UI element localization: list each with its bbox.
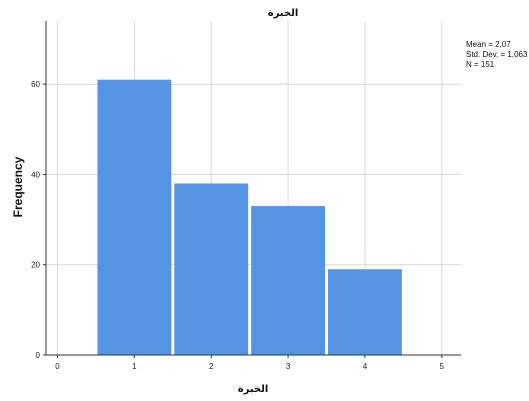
tick-labels: 0 20 40 60 0 1 2 3 4 5 (31, 80, 444, 371)
stats-n: N = 151 (466, 60, 495, 69)
stats-mean: Mean = 2,07 (466, 40, 511, 49)
x-tick-label: 3 (286, 362, 291, 371)
y-tick-label: 40 (31, 170, 40, 179)
x-tick-label: 5 (440, 362, 445, 371)
chart-title: الخبرة (268, 8, 299, 19)
bar-3 (251, 206, 326, 355)
bar-2 (174, 183, 249, 355)
bar-4 (328, 269, 402, 355)
x-tick-label: 0 (55, 362, 60, 371)
x-tick-label: 2 (209, 362, 214, 371)
y-tick-label: 20 (31, 261, 40, 270)
y-tick-label: 0 (36, 351, 41, 360)
axes-layer (43, 21, 461, 358)
y-tick-label: 60 (31, 80, 40, 89)
bars-layer (97, 79, 402, 356)
x-tick-label: 1 (132, 362, 137, 371)
x-tick-label: 4 (363, 362, 368, 371)
y-axis-label: Frequency (11, 156, 25, 217)
stats-std-dev: Std. Dev. = 1,063 (466, 50, 528, 59)
stats-box: Mean = 2,07 Std. Dev. = 1,063 N = 151 (466, 40, 528, 69)
x-axis-label: الخبرة (238, 384, 269, 395)
bar-1 (97, 79, 172, 356)
